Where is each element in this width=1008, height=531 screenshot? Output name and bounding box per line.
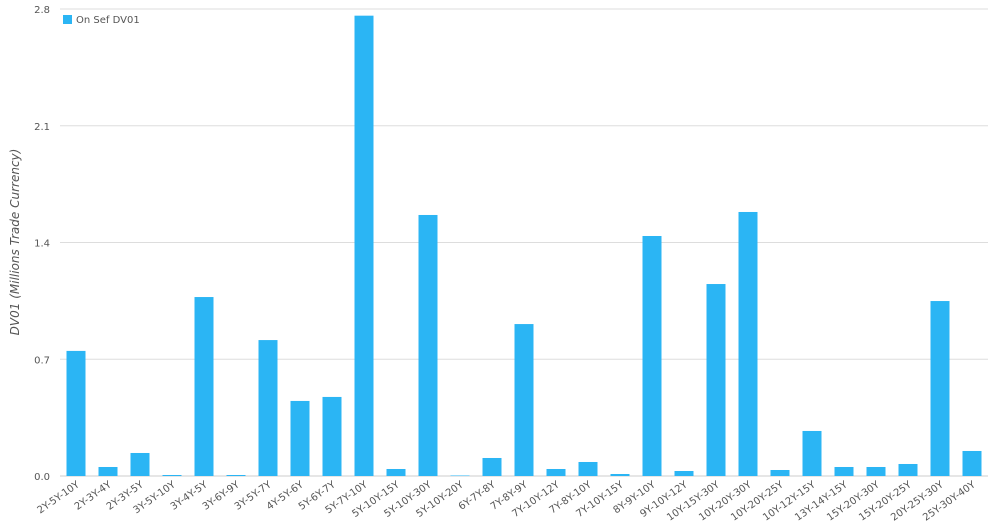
legend-label: On Sef DV01	[76, 15, 140, 26]
y-tick-label: 2.8	[34, 5, 50, 16]
y-tick-label: 0.0	[34, 472, 50, 483]
bar	[290, 400, 310, 476]
bar	[834, 466, 854, 476]
bar	[642, 235, 662, 476]
bar	[514, 324, 534, 476]
bar	[770, 469, 790, 476]
bar	[258, 340, 278, 476]
bar	[450, 475, 470, 476]
x-tick-label: 2Y-5Y-10Y	[36, 479, 83, 516]
bar	[930, 301, 950, 476]
y-axis-title: DV01 (Millions Trade Currency)	[8, 149, 22, 336]
bar	[418, 214, 438, 477]
bar	[866, 466, 886, 476]
bar	[706, 284, 726, 476]
bar	[738, 211, 758, 476]
bar	[226, 474, 246, 476]
bar	[130, 452, 150, 476]
y-tick-label: 0.7	[34, 355, 50, 366]
bar	[162, 474, 182, 476]
bar	[482, 457, 502, 476]
bar	[546, 468, 566, 476]
bar	[98, 466, 118, 476]
bar	[322, 396, 342, 476]
y-tick-label: 1.4	[34, 239, 50, 250]
legend-swatch	[63, 15, 72, 24]
bar	[386, 468, 406, 476]
bar	[962, 450, 982, 476]
bar	[674, 470, 694, 476]
bar	[610, 473, 630, 476]
bar	[66, 350, 86, 476]
y-tick-label: 2.1	[34, 122, 50, 133]
bar	[802, 430, 822, 476]
bar	[578, 461, 598, 476]
bar	[354, 15, 374, 477]
bar	[194, 297, 214, 476]
bar	[898, 463, 918, 476]
